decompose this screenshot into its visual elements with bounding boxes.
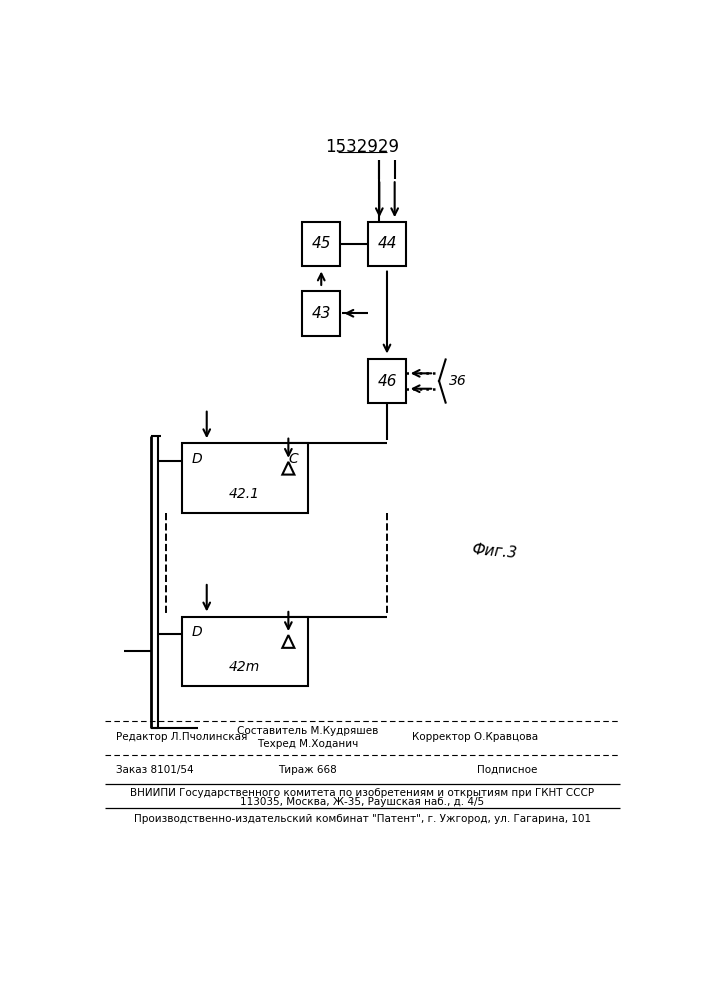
Text: C: C (288, 452, 298, 466)
Text: Производственно-издательский комбинат "Патент", г. Ужгород, ул. Гагарина, 101: Производственно-издательский комбинат "П… (134, 814, 591, 824)
Text: Подписное: Подписное (477, 765, 538, 775)
Text: 42.1: 42.1 (229, 487, 260, 501)
Text: 45: 45 (312, 236, 331, 251)
Bar (368, 222, 407, 266)
Bar (302, 291, 341, 336)
Text: Корректор О.Кравцова: Корректор О.Кравцова (411, 732, 538, 742)
Text: D: D (192, 452, 202, 466)
Text: Тираж 668: Тираж 668 (278, 765, 337, 775)
Text: 42m: 42m (229, 660, 260, 674)
Text: Фиг.3: Фиг.3 (470, 542, 518, 561)
Bar (182, 443, 308, 513)
Text: 46: 46 (378, 374, 397, 389)
Text: 36: 36 (449, 374, 467, 388)
Text: Заказ 8101/54: Заказ 8101/54 (116, 765, 194, 775)
Text: 44: 44 (378, 236, 397, 251)
Text: D: D (192, 625, 202, 639)
Bar (182, 617, 308, 686)
Bar (302, 222, 341, 266)
Text: 43: 43 (312, 306, 331, 321)
Text: ВНИИПИ Государственного комитета по изобретениям и открытиям при ГКНТ СССР: ВНИИПИ Государственного комитета по изоб… (130, 788, 595, 798)
Text: 113035, Москва, Ж-35, Раушская наб., д. 4/5: 113035, Москва, Ж-35, Раушская наб., д. … (240, 797, 484, 807)
Text: Техред М.Ходанич: Техред М.Ходанич (257, 739, 358, 749)
Text: Составитель М.Кудряшев: Составитель М.Кудряшев (237, 726, 378, 736)
Text: Редактор Л.Пчолинская: Редактор Л.Пчолинская (116, 732, 247, 742)
Bar (368, 359, 407, 403)
Text: 1532929: 1532929 (325, 138, 399, 156)
